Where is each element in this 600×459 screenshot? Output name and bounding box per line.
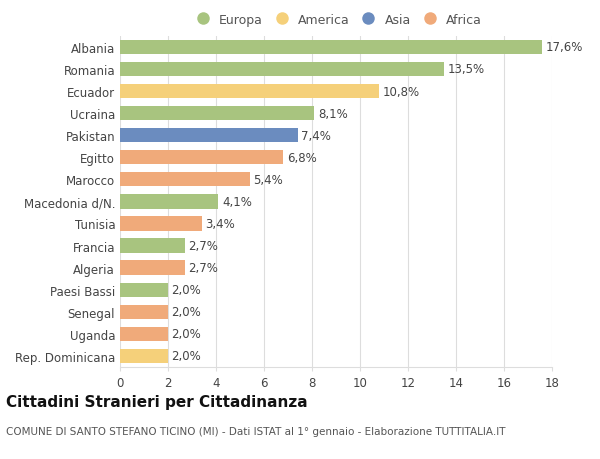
Bar <box>120 173 250 187</box>
Text: 2,0%: 2,0% <box>172 328 202 341</box>
Text: 2,0%: 2,0% <box>172 306 202 319</box>
Text: 7,4%: 7,4% <box>301 129 331 142</box>
Text: 13,5%: 13,5% <box>448 63 485 76</box>
Text: COMUNE DI SANTO STEFANO TICINO (MI) - Dati ISTAT al 1° gennaio - Elaborazione TU: COMUNE DI SANTO STEFANO TICINO (MI) - Da… <box>6 426 505 436</box>
Text: 2,0%: 2,0% <box>172 350 202 363</box>
Bar <box>120 151 283 165</box>
Text: 6,8%: 6,8% <box>287 151 317 164</box>
Bar <box>120 239 185 253</box>
Bar <box>120 40 542 55</box>
Bar <box>120 129 298 143</box>
Text: 4,1%: 4,1% <box>222 196 252 208</box>
Text: 8,1%: 8,1% <box>318 107 348 120</box>
Bar <box>120 305 168 319</box>
Bar <box>120 327 168 341</box>
Bar <box>120 283 168 297</box>
Text: 3,4%: 3,4% <box>205 218 235 230</box>
Text: 10,8%: 10,8% <box>383 85 420 98</box>
Bar <box>120 84 379 99</box>
Bar <box>120 106 314 121</box>
Bar <box>120 349 168 364</box>
Bar <box>120 217 202 231</box>
Bar <box>120 195 218 209</box>
Text: 17,6%: 17,6% <box>546 41 583 54</box>
Text: 2,7%: 2,7% <box>188 262 218 274</box>
Legend: Europa, America, Asia, Africa: Europa, America, Asia, Africa <box>187 10 485 30</box>
Bar <box>120 62 444 77</box>
Bar <box>120 261 185 275</box>
Text: 2,7%: 2,7% <box>188 240 218 252</box>
Text: 2,0%: 2,0% <box>172 284 202 297</box>
Text: Cittadini Stranieri per Cittadinanza: Cittadini Stranieri per Cittadinanza <box>6 394 308 409</box>
Text: 5,4%: 5,4% <box>253 174 283 186</box>
